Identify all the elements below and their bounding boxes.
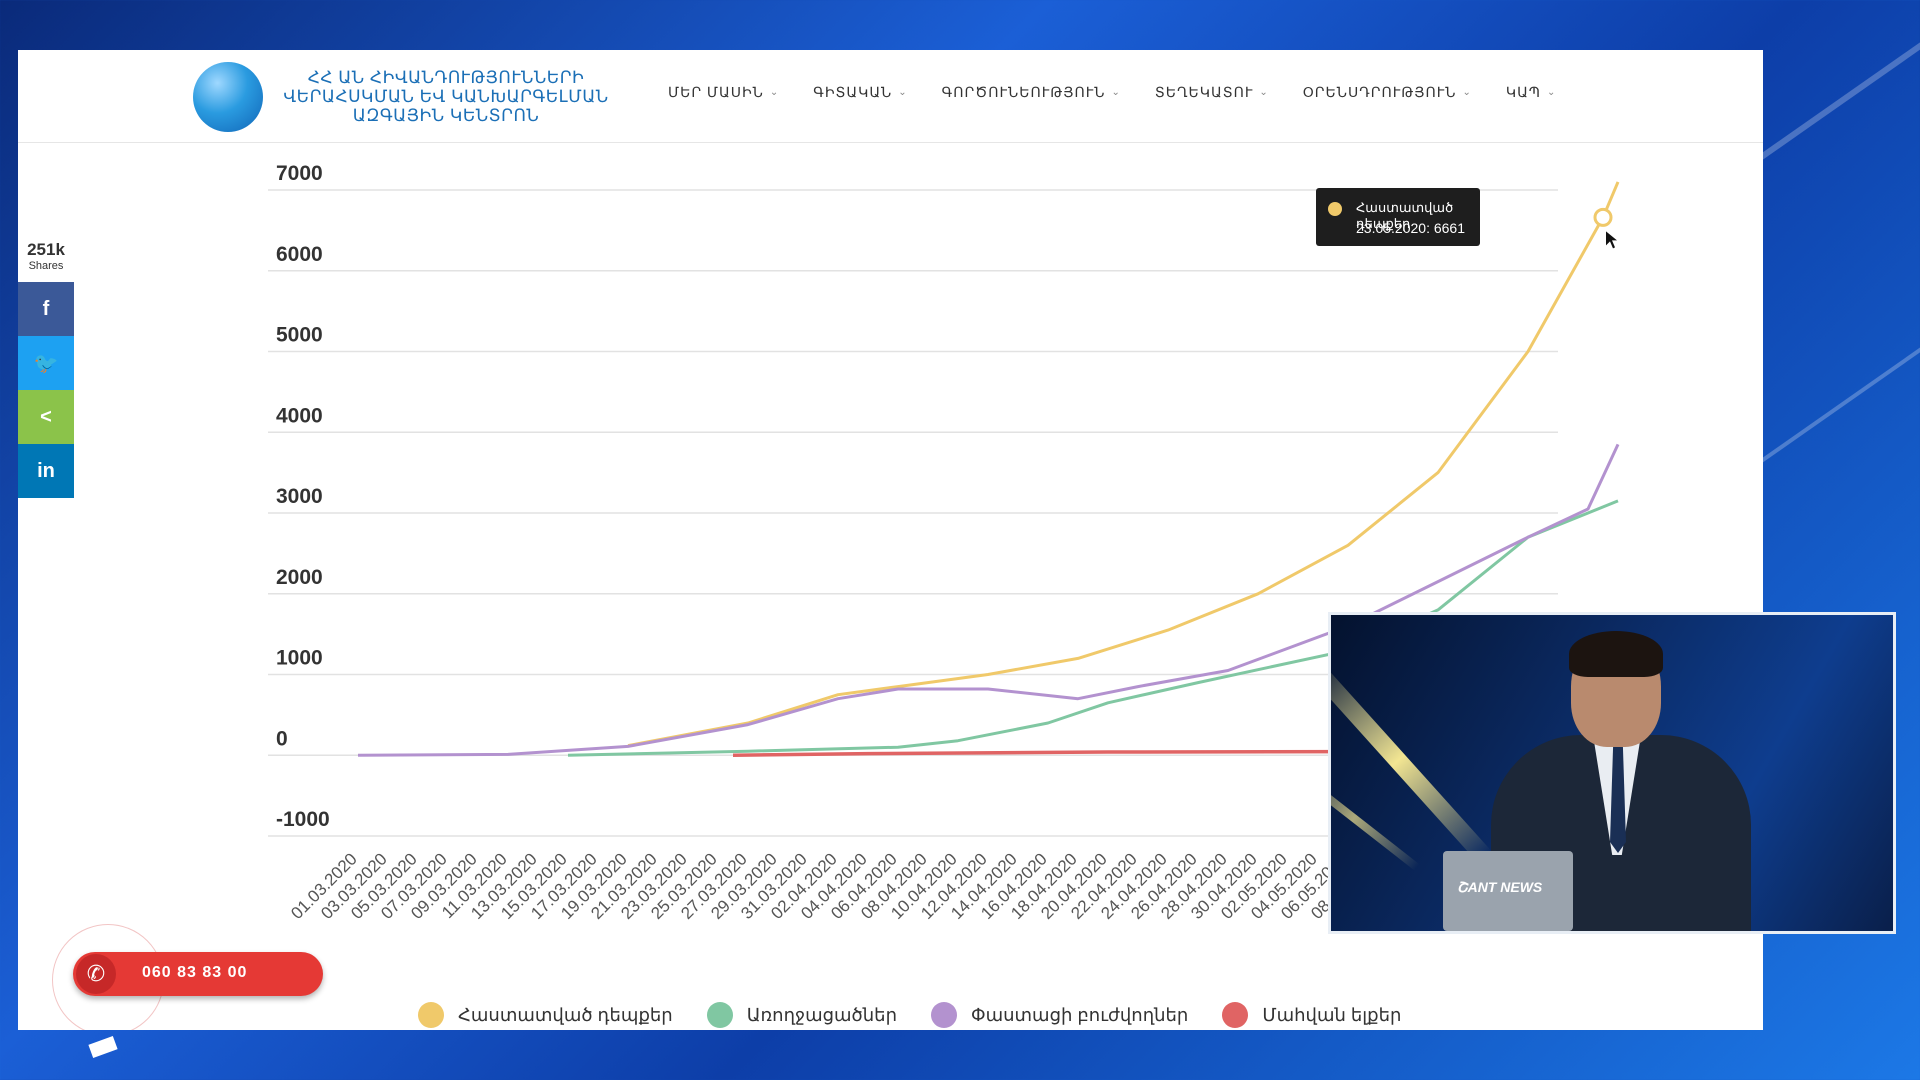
legend-item[interactable]: Հաստատված դեպքեր (418, 1002, 673, 1028)
nav-item[interactable]: ՕՐԵՆՍԴՐՈՒԹՅՈՒՆ ⌄ (1303, 84, 1472, 101)
facebook-icon[interactable]: f (18, 282, 74, 336)
y-tick-label: 7000 (276, 162, 323, 185)
y-tick-label: 3000 (276, 485, 323, 508)
anchor-tie (1610, 743, 1626, 853)
legend-item[interactable]: Առողջացածներ (706, 1002, 897, 1028)
y-tick-label: 6000 (276, 243, 323, 266)
nav-item-label: ԳՈՐԾՈՒՆԵՈՒԹՅՈՒՆ (941, 84, 1106, 100)
tooltip-value: 23.05.2020: 6661 (1356, 220, 1465, 236)
legend-item[interactable]: Մահվան ելքեր (1222, 1002, 1401, 1028)
tooltip-series-name: Հաստատված դեպքեր (1356, 200, 1454, 231)
legend-label: Մահվան ելքեր (1262, 1004, 1402, 1025)
linkedin-icon[interactable]: in (18, 444, 74, 498)
legend-label: Հաստատված դեպքեր (458, 1004, 673, 1025)
series-line[interactable] (627, 181, 1620, 748)
mouse-cursor-icon (1606, 231, 1617, 249)
channel-logo: ՇANT NEWS (1457, 879, 1543, 895)
legend-item[interactable]: Փաստացի բուժվողներ (931, 1002, 1188, 1028)
studio-light-streak (1331, 657, 1492, 864)
share-count-label: Shares (28, 260, 64, 272)
chart-tooltip: Հաստատված դեպքեր 23.05.2020: 6661 (1316, 188, 1480, 246)
twitter-icon[interactable]: 🐦 (18, 336, 74, 390)
legend-swatch (418, 1002, 444, 1028)
nav-item[interactable]: ԳԻՏԱԿԱՆ ⌄ (813, 84, 907, 101)
nav-item[interactable]: ՏԵՂԵԿԱՏՈՒ ⌄ (1155, 84, 1269, 101)
logo-globe-icon[interactable] (193, 62, 263, 132)
chevron-down-icon: ⌄ (1547, 87, 1557, 98)
nav-item-label: ԳԻՏԱԿԱՆ (813, 84, 893, 100)
site-logo-text[interactable]: ՀՀ ԱՆ ՀԻՎԱՆԴՈՒԹՅՈՒՆՆԵՐԻ ՎԵՐԱՀՍԿՄԱՆ ԵՎ ԿԱ… (283, 68, 609, 125)
anchor-hair (1569, 631, 1663, 677)
legend-swatch (931, 1002, 957, 1028)
site-header: ՀՀ ԱՆ ՀԻՎԱՆԴՈՒԹՅՈՒՆՆԵՐԻ ՎԵՐԱՀՍԿՄԱՆ ԵՎ ԿԱ… (18, 50, 1763, 143)
nav-item[interactable]: ԿԱՊ ⌄ (1506, 84, 1557, 101)
y-tick-label: 5000 (276, 324, 323, 347)
phone-number[interactable]: 060 83 83 00 (142, 964, 248, 981)
share-icon[interactable]: < (18, 390, 74, 444)
chevron-down-icon: ⌄ (898, 87, 908, 98)
nav-item-label: ՕՐԵՆՍԴՐՈՒԹՅՈՒՆ (1302, 84, 1457, 100)
share-count-number: 251k (27, 240, 65, 259)
social-share-bar: 251k Shares f 🐦 < in (18, 234, 74, 498)
share-count: 251k Shares (18, 234, 74, 282)
nav-item[interactable]: ԳՈՐԾՈՒՆԵՈՒԹՅՈՒՆ ⌄ (942, 84, 1121, 101)
news-anchor-video: ՇANT NEWS (1328, 612, 1896, 934)
share-buttons: f 🐦 < in (18, 282, 74, 498)
series-line[interactable] (567, 499, 1619, 757)
hovered-data-point[interactable] (1593, 207, 1613, 227)
nav-item-label: ՏԵՂԵԿԱՏՈՒ (1154, 84, 1254, 100)
y-tick-label: 1000 (276, 647, 323, 670)
main-navigation: ՄԵՐ ՄԱՍԻՆ ⌄ ԳԻՏԱԿԱՆ ⌄ ԳՈՐԾՈՒՆԵՈՒԹՅՈՒՆ ⌄ ՏԵՂԵԿԱ… (668, 84, 1556, 101)
series-line[interactable] (357, 443, 1620, 757)
chevron-down-icon: ⌄ (1111, 87, 1121, 98)
background-streak (88, 1035, 118, 1059)
laptop (1443, 851, 1573, 931)
chevron-down-icon: ⌄ (1462, 87, 1472, 98)
legend-label: Առողջացածներ (746, 1004, 897, 1025)
phone-icon[interactable]: ✆ (76, 954, 116, 994)
chart-legend: Հաստատված դեպքեր Առողջացածներ Փաստացի բուժ… (418, 1002, 1401, 1028)
legend-swatch (706, 1002, 733, 1028)
chevron-down-icon: ⌄ (769, 87, 780, 98)
y-tick-label: 4000 (276, 404, 323, 427)
nav-item-label: ՄԵՐ ՄԱՍԻՆ (668, 84, 764, 100)
legend-swatch (1222, 1002, 1249, 1028)
y-tick-label: -1000 (276, 808, 330, 831)
website-screen: 7000 6000 5000 4000 3000 2000 1000 0 -1000 01.03.… (18, 50, 1763, 1030)
nav-item-label: ԿԱՊ (1505, 84, 1542, 100)
nav-item[interactable]: ՄԵՐ ՄԱՍԻՆ ⌄ (668, 84, 779, 101)
y-tick-label: 2000 (276, 566, 323, 589)
series-line[interactable] (732, 749, 1349, 758)
y-tick-label: 0 (276, 727, 288, 750)
tooltip-series-dot (1328, 202, 1342, 216)
line-chart: 70006000500040003000200010000-100001.03.… (268, 162, 1620, 923)
legend-label: Փաստացի բուժվողներ (971, 1004, 1189, 1025)
chevron-down-icon: ⌄ (1259, 87, 1269, 98)
